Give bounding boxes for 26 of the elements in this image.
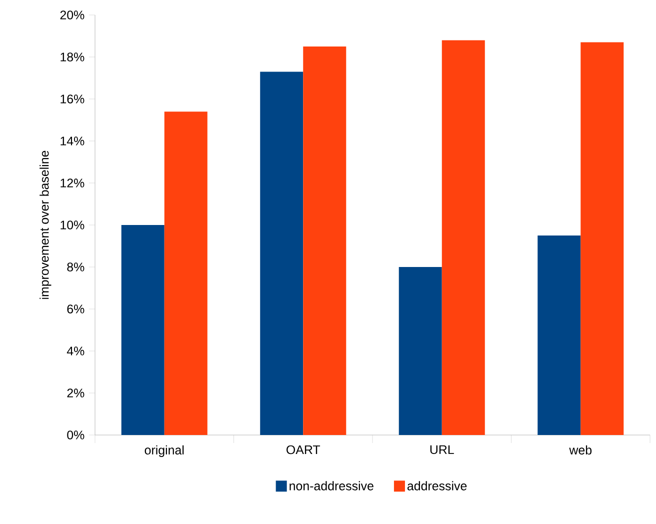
- y-tick-label: 10%: [60, 220, 84, 230]
- y-tick-label: 4%: [66, 346, 84, 356]
- legend-label: non-addressive: [290, 481, 374, 490]
- y-tick-label: 12%: [60, 178, 84, 188]
- y-axis-title: improvement over baseline: [40, 150, 52, 299]
- y-tick-label: 20%: [60, 10, 84, 20]
- y-tick-label: 14%: [60, 136, 84, 146]
- y-tick-label: 6%: [67, 304, 84, 314]
- bar: [538, 236, 581, 435]
- bar: [398, 267, 442, 435]
- x-tick-label: web: [569, 445, 592, 454]
- bar: [164, 112, 208, 435]
- x-tick-label: URL: [430, 445, 454, 454]
- bar: [442, 40, 485, 435]
- bar: [580, 42, 624, 435]
- x-tick-label: OART: [286, 445, 320, 454]
- y-tick-label: 0%: [67, 430, 84, 440]
- y-tick-label: 2%: [67, 388, 84, 398]
- y-tick-label: 18%: [60, 52, 84, 62]
- bar: [260, 72, 304, 435]
- x-tick-label: original: [144, 445, 184, 457]
- bar: [121, 225, 164, 435]
- y-tick-label: 16%: [60, 94, 84, 104]
- legend-label: addressive: [407, 481, 467, 490]
- y-tick-label: 8%: [67, 262, 84, 272]
- bar: [303, 46, 346, 435]
